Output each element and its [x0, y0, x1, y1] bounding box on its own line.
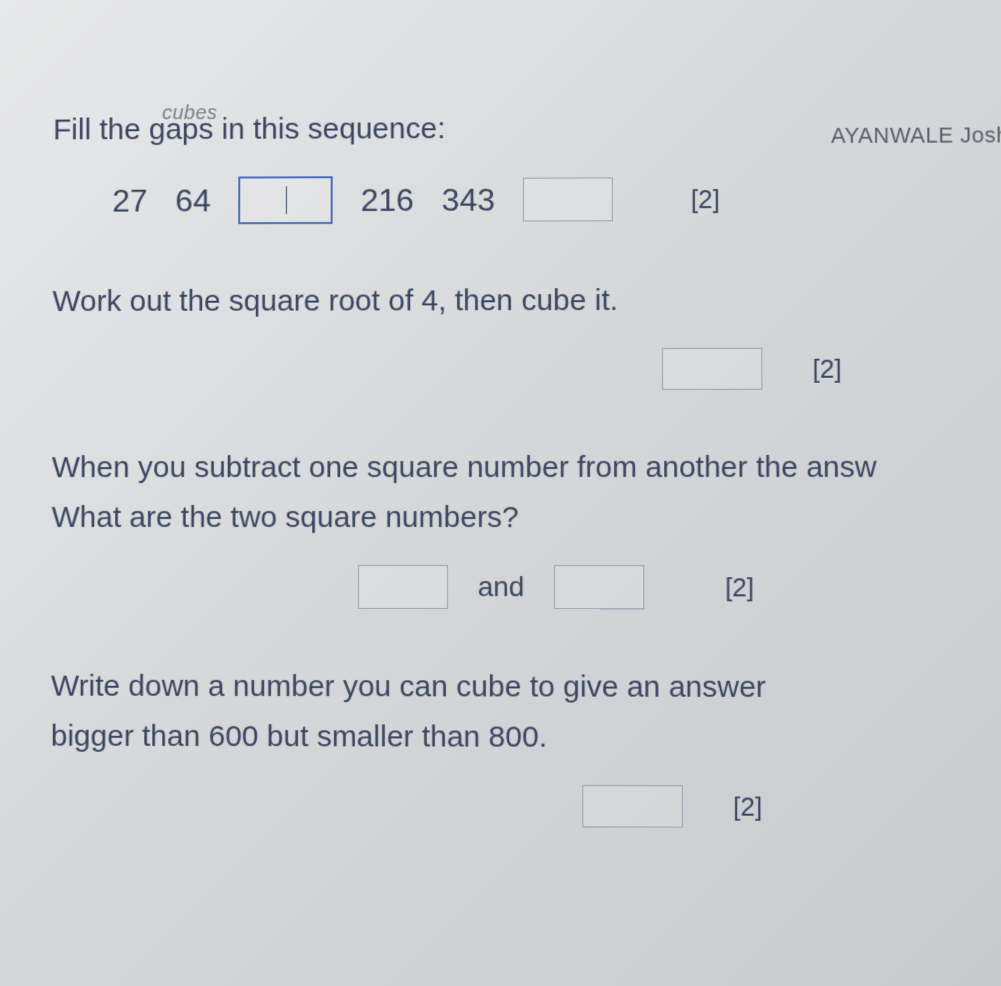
q2-answer-input[interactable] — [662, 348, 762, 390]
question-2: Work out the square root of 4, then cube… — [52, 277, 962, 390]
q1-gap1-input[interactable] — [238, 176, 332, 224]
q4-line1: Write down a number you can cube to give… — [51, 664, 964, 711]
q2-prompt: Work out the square root of 4, then cube… — [52, 277, 962, 323]
q3-line1: When you subtract one square number from… — [52, 445, 963, 490]
q1-seq-value: 343 — [442, 181, 495, 218]
q3-answer1-input[interactable] — [358, 565, 448, 609]
topic-partial-text: cubes — [162, 102, 217, 125]
q4-marks: [2] — [733, 791, 762, 822]
q4-line2: bigger than 600 but smaller than 800. — [51, 714, 964, 761]
q4-answer-row: [2] — [50, 784, 964, 829]
question-3: When you subtract one square number from… — [51, 445, 963, 610]
q2-answer-row: [2] — [52, 348, 962, 391]
q1-seq-value: 216 — [361, 181, 414, 218]
q4-answer-input[interactable] — [582, 785, 683, 828]
question-4: Write down a number you can cube to give… — [50, 664, 964, 829]
q3-answer2-input[interactable] — [554, 565, 644, 609]
student-name: AYANWALE Joshu — [831, 122, 1001, 149]
q2-marks: [2] — [813, 353, 842, 384]
q1-gap2-input[interactable] — [523, 177, 613, 221]
q3-line2: What are the two square numbers? — [52, 495, 964, 540]
q3-marks: [2] — [725, 572, 754, 603]
q1-sequence-row: 27 64 216 343 [2] — [112, 174, 962, 224]
q1-seq-value: 27 — [112, 182, 147, 219]
q3-and-label: and — [478, 571, 525, 603]
q3-answer-row: and [2] — [151, 565, 964, 610]
q1-marks: [2] — [691, 184, 720, 215]
q1-seq-value: 64 — [175, 182, 210, 219]
